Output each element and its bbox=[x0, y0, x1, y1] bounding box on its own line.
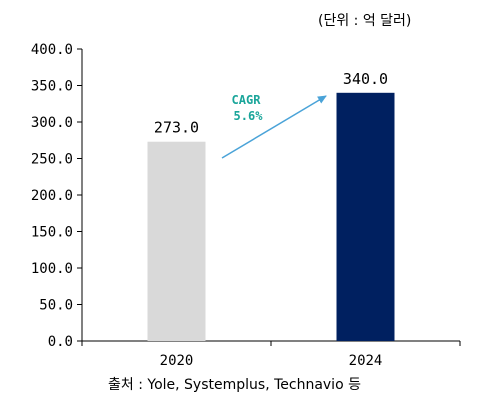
data-label-2020: 273.0 bbox=[154, 119, 199, 137]
data-label-2024: 340.0 bbox=[343, 70, 388, 88]
data-labels: 273.0 340.0 bbox=[154, 70, 388, 137]
unit-note: (단위 : 억 달러) bbox=[318, 13, 412, 29]
y-axis: 0.0 50.0 100.0 150.0 200.0 250.0 300.0 350.0 400… bbox=[31, 42, 83, 350]
y-tick-label: 0.0 bbox=[48, 334, 73, 350]
source-note: 출처 : Yole, Systemplus, Technavio 등 bbox=[108, 377, 361, 393]
x-tick-label: 2020 bbox=[160, 353, 194, 369]
y-tick-label: 200.0 bbox=[31, 188, 73, 204]
y-tick-label: 300.0 bbox=[31, 115, 73, 131]
y-tick-label: 400.0 bbox=[31, 42, 73, 58]
bar-2020 bbox=[147, 141, 206, 341]
cagr-arrow bbox=[221, 95, 327, 159]
bars bbox=[147, 92, 395, 341]
cagr-value: 5.6% bbox=[234, 109, 264, 123]
cagr-label: CAGR bbox=[232, 93, 262, 107]
y-tick-label: 50.0 bbox=[39, 298, 73, 314]
y-tick-label: 250.0 bbox=[31, 152, 73, 168]
x-tick-label: 2024 bbox=[349, 353, 383, 369]
x-axis: 2020 2024 bbox=[81, 340, 461, 369]
y-tick-label: 150.0 bbox=[31, 225, 73, 241]
y-tick-label: 350.0 bbox=[31, 79, 73, 95]
cagr-annotation: CAGR 5.6% bbox=[221, 93, 327, 159]
y-tick-label: 100.0 bbox=[31, 261, 73, 277]
bar-2024 bbox=[336, 92, 395, 341]
